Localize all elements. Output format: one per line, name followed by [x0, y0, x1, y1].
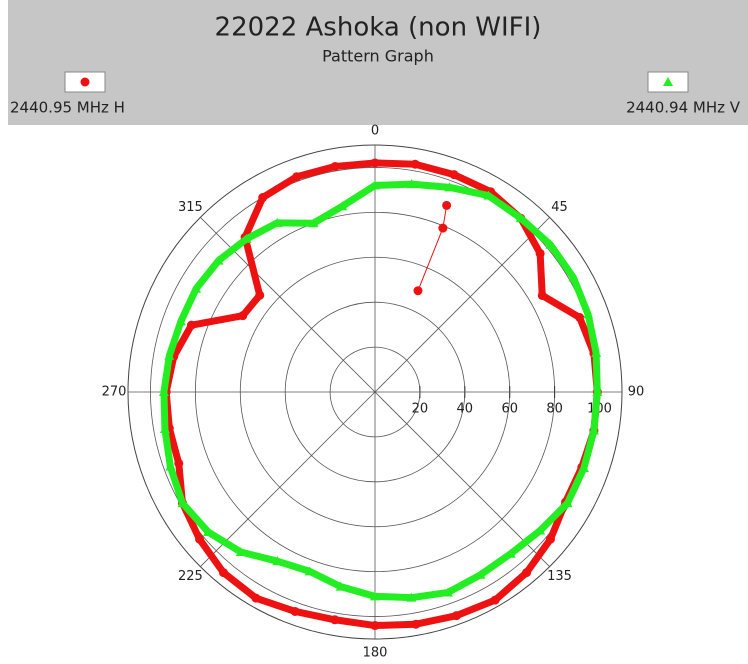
- marker: [451, 611, 461, 621]
- marker: [174, 458, 184, 468]
- marker: [213, 255, 224, 265]
- marker: [164, 350, 175, 360]
- marker: [175, 316, 186, 326]
- marker: [308, 218, 319, 228]
- marker: [330, 615, 340, 625]
- extra-line: [417, 205, 448, 291]
- marker: [545, 239, 556, 249]
- legend-marker: [80, 77, 90, 87]
- spoke: [374, 391, 550, 567]
- chart-subtitle: Pattern Graph: [322, 47, 434, 66]
- theta-tick-label: 45: [551, 200, 568, 215]
- marker: [195, 534, 205, 544]
- marker: [241, 233, 252, 243]
- chart-title: 22022 Ashoka (non WIFI): [215, 13, 542, 43]
- legend-marker: [663, 77, 673, 86]
- marker: [442, 200, 452, 210]
- marker: [537, 290, 547, 300]
- marker: [588, 425, 599, 435]
- marker: [438, 223, 448, 233]
- marker: [535, 525, 546, 535]
- legend-label: 2440.94 MHz V: [626, 99, 741, 117]
- marker: [591, 348, 602, 358]
- marker: [522, 568, 532, 578]
- marker: [575, 313, 585, 323]
- marker: [505, 548, 516, 558]
- marker: [568, 272, 579, 282]
- marker: [442, 587, 453, 597]
- marker: [406, 592, 417, 602]
- marker: [413, 286, 423, 296]
- marker: [292, 172, 302, 182]
- marker: [483, 190, 494, 200]
- theta-tick-label: 0: [371, 124, 379, 139]
- marker: [370, 158, 380, 168]
- r-tick-label: 80: [546, 402, 563, 417]
- marker: [578, 463, 589, 473]
- marker: [410, 159, 420, 169]
- theta-tick-label: 270: [102, 385, 127, 400]
- r-tick-label: 20: [412, 402, 429, 417]
- marker: [165, 461, 176, 471]
- marker: [515, 213, 526, 223]
- theta-tick-label: 225: [178, 569, 203, 584]
- marker: [337, 201, 348, 211]
- marker: [218, 568, 228, 578]
- marker: [330, 161, 340, 171]
- marker: [191, 283, 202, 293]
- marker: [238, 311, 248, 321]
- theta-tick-label: 180: [363, 646, 388, 661]
- marker: [490, 595, 500, 605]
- theta-tick-label: 315: [178, 200, 203, 215]
- spoke: [374, 217, 550, 393]
- marker: [475, 569, 486, 579]
- marker: [258, 193, 268, 203]
- marker: [444, 182, 455, 192]
- marker: [411, 619, 421, 629]
- marker: [370, 180, 380, 190]
- spoke: [200, 391, 376, 567]
- marker: [535, 248, 545, 258]
- spoke: [200, 217, 376, 393]
- r-tick-label: 40: [457, 402, 474, 417]
- marker: [583, 309, 594, 319]
- marker: [290, 606, 300, 616]
- theta-tick-label: 135: [547, 569, 572, 584]
- r-tick-label: 60: [501, 402, 518, 417]
- marker: [449, 170, 459, 180]
- marker: [304, 566, 315, 576]
- marker: [177, 498, 188, 508]
- legend-label: 2440.95 MHz H: [10, 99, 125, 117]
- marker: [335, 581, 346, 591]
- marker: [272, 217, 283, 227]
- marker: [255, 290, 265, 300]
- marker: [158, 387, 169, 396]
- marker: [186, 320, 196, 330]
- marker: [545, 534, 555, 544]
- header-background: [8, 0, 748, 125]
- marker: [159, 424, 170, 434]
- marker: [272, 556, 283, 566]
- marker: [406, 179, 417, 189]
- marker: [562, 498, 573, 508]
- marker: [251, 593, 261, 603]
- marker: [370, 621, 380, 631]
- marker: [370, 591, 380, 601]
- theta-tick-label: 90: [628, 385, 645, 400]
- marker: [592, 387, 603, 396]
- marker: [203, 527, 214, 537]
- marker: [235, 546, 246, 556]
